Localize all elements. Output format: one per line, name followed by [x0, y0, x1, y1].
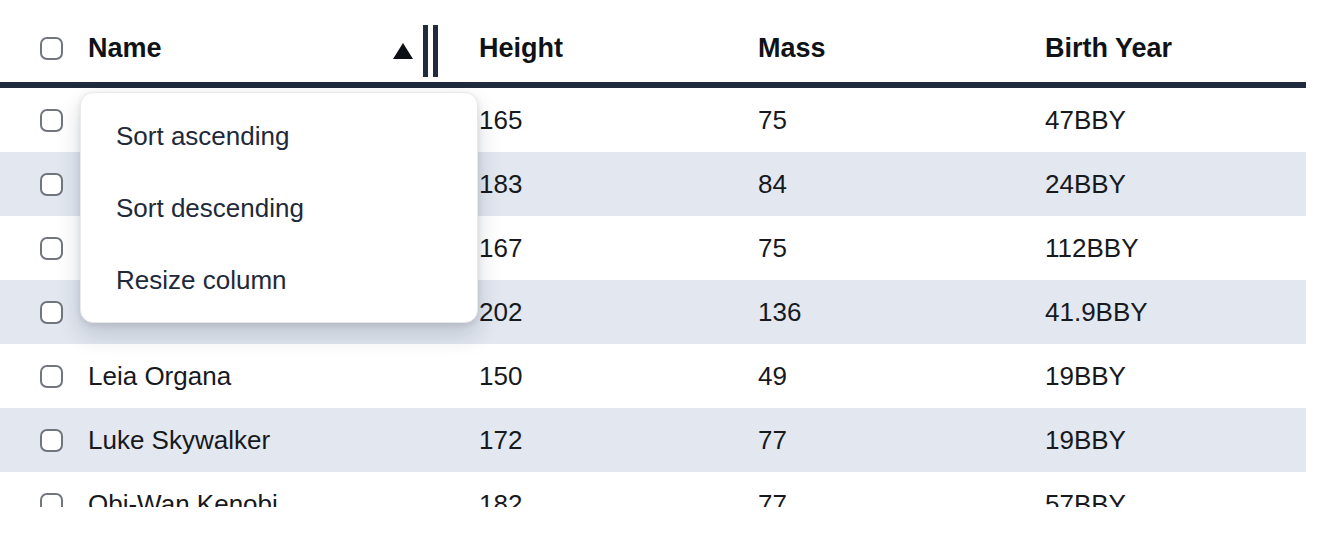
cell-birth-year: 19BBY	[1045, 425, 1306, 456]
column-resize-handle[interactable]	[423, 25, 438, 77]
row-checkbox[interactable]	[40, 301, 63, 324]
row-checkbox-cell	[0, 173, 88, 196]
cell-mass: 49	[758, 361, 1045, 392]
menu-item-resize-column[interactable]: Resize column	[81, 244, 477, 316]
cell-mass: 77	[758, 425, 1045, 456]
cell-birth-year: 57BBY	[1045, 489, 1306, 508]
column-header-height[interactable]: Height	[479, 19, 758, 64]
cell-name: Luke Skywalker	[88, 425, 479, 456]
cell-height: 182	[479, 489, 758, 508]
row-checkbox[interactable]	[40, 365, 63, 388]
row-checkbox[interactable]	[40, 237, 63, 260]
cell-height: 172	[479, 425, 758, 456]
column-header-name-label: Name	[88, 19, 162, 64]
cell-mass: 136	[758, 297, 1045, 328]
header-checkbox-cell	[0, 23, 88, 60]
cell-name: Obi-Wan Kenobi	[88, 489, 479, 508]
app-window: Name Height Mass Birth Year 165 75 47BBY…	[0, 0, 1330, 536]
cell-height: 183	[479, 169, 758, 200]
table-header: Name Height Mass Birth Year	[0, 0, 1306, 88]
cell-name: Leia Organa	[88, 361, 479, 392]
column-header-mass[interactable]: Mass	[758, 19, 1045, 64]
row-checkbox[interactable]	[40, 493, 63, 508]
row-checkbox[interactable]	[40, 109, 63, 132]
column-header-name[interactable]: Name	[88, 0, 479, 82]
cell-height: 167	[479, 233, 758, 264]
row-checkbox[interactable]	[40, 429, 63, 452]
cell-birth-year: 112BBY	[1045, 233, 1306, 264]
cell-height: 165	[479, 105, 758, 136]
column-header-birth-year[interactable]: Birth Year	[1045, 19, 1306, 64]
menu-item-sort-descending[interactable]: Sort descending	[81, 172, 477, 244]
sort-ascending-icon	[393, 43, 413, 59]
cell-mass: 84	[758, 169, 1045, 200]
cell-birth-year: 41.9BBY	[1045, 297, 1306, 328]
table-row: Leia Organa 150 49 19BBY	[0, 344, 1306, 408]
menu-item-sort-ascending[interactable]: Sort ascending	[81, 100, 477, 172]
row-checkbox-cell	[0, 109, 88, 132]
cell-mass: 75	[758, 233, 1045, 264]
row-checkbox-cell	[0, 429, 88, 452]
table-row: Luke Skywalker 172 77 19BBY	[0, 408, 1306, 472]
row-checkbox-cell	[0, 237, 88, 260]
cell-birth-year: 24BBY	[1045, 169, 1306, 200]
table-row: Obi-Wan Kenobi 182 77 57BBY	[0, 472, 1306, 507]
row-checkbox-cell	[0, 301, 88, 324]
select-all-checkbox[interactable]	[40, 37, 63, 60]
row-checkbox[interactable]	[40, 173, 63, 196]
cell-height: 202	[479, 297, 758, 328]
row-checkbox-cell	[0, 365, 88, 388]
cell-height: 150	[479, 361, 758, 392]
cell-birth-year: 47BBY	[1045, 105, 1306, 136]
column-menu: Sort ascending Sort descending Resize co…	[80, 92, 478, 323]
cell-mass: 77	[758, 489, 1045, 508]
row-checkbox-cell	[0, 493, 88, 508]
cell-mass: 75	[758, 105, 1045, 136]
cell-birth-year: 19BBY	[1045, 361, 1306, 392]
